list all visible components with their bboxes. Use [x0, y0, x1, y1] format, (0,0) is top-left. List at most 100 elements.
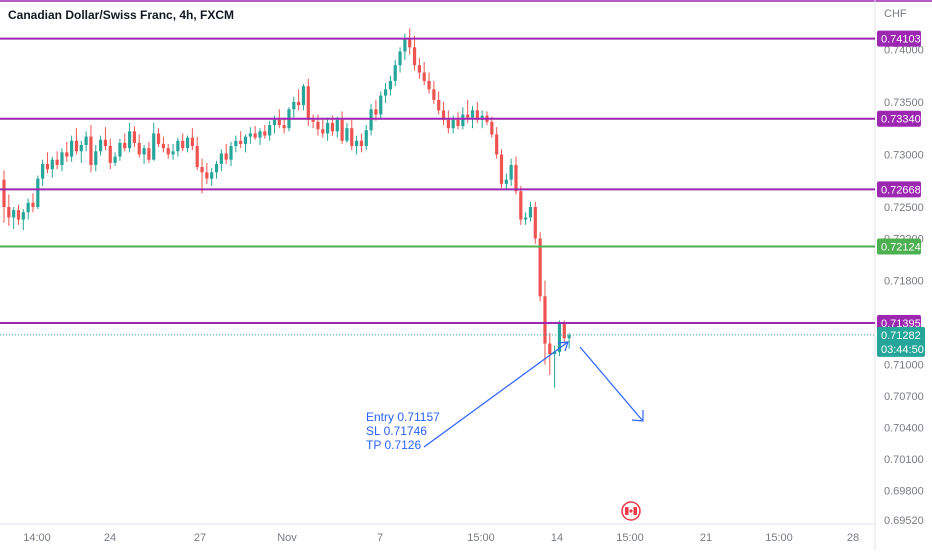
- svg-text:0.72124: 0.72124: [881, 241, 921, 253]
- level-price-label: 0.74103: [877, 30, 921, 47]
- candle: [176, 137, 180, 157]
- candle: [432, 80, 436, 105]
- level-price-label: 0.73340: [877, 110, 921, 127]
- candle: [268, 120, 272, 141]
- candle: [292, 96, 296, 118]
- candle: [538, 232, 542, 302]
- candle: [514, 156, 518, 195]
- x-tick-label: 21: [700, 532, 712, 544]
- candle: [229, 141, 233, 167]
- candle: [156, 128, 161, 148]
- candle: [195, 136, 199, 171]
- x-tick-label: 15:00: [765, 532, 793, 544]
- candle: [456, 112, 460, 130]
- candle: [383, 83, 388, 103]
- candle: [243, 134, 248, 153]
- candle: [108, 138, 112, 170]
- candle: [84, 131, 88, 152]
- candle: [301, 84, 306, 111]
- y-tick-label: 0.70100: [884, 454, 924, 466]
- candle: [441, 101, 446, 126]
- currency-label: CHF: [884, 8, 907, 20]
- candle: [74, 128, 79, 155]
- horizontal-levels: [0, 37, 875, 325]
- level-price-label: 0.72124: [877, 238, 921, 255]
- candle: [36, 175, 40, 210]
- x-tick-label: 15:00: [467, 532, 495, 544]
- x-tick-label: 7: [377, 532, 383, 544]
- candle: [214, 160, 219, 179]
- x-tick-label: 24: [104, 532, 116, 544]
- candle: [7, 194, 11, 226]
- target-arrow[interactable]: [579, 346, 644, 422]
- candle: [321, 119, 325, 138]
- candle: [113, 152, 117, 167]
- entry-arrow[interactable]: [423, 341, 569, 448]
- candle: [258, 128, 262, 145]
- candle: [475, 101, 479, 123]
- candle: [470, 106, 475, 129]
- candle: [89, 125, 93, 173]
- svg-text:0.74103: 0.74103: [881, 34, 921, 46]
- candle: [31, 193, 35, 213]
- candle: [335, 116, 339, 138]
- candle: [364, 125, 368, 151]
- candle: [70, 135, 74, 162]
- candle: [388, 75, 392, 96]
- candle: [519, 185, 523, 225]
- candle: [427, 72, 431, 94]
- candle: [499, 149, 504, 189]
- current-price-value: 0.71282: [881, 330, 921, 342]
- candle: [412, 35, 417, 71]
- candle: [60, 148, 64, 172]
- candle: [345, 122, 349, 143]
- candle: [374, 99, 378, 121]
- x-tick-label: 14:00: [23, 532, 51, 544]
- candle: [142, 145, 146, 164]
- candle: [2, 170, 6, 223]
- chart-title: Canadian Dollar/Swiss Franc, 4h, FXCM: [8, 8, 234, 22]
- candle: [248, 127, 252, 144]
- y-tick-label: 0.69800: [884, 486, 924, 498]
- annotation-entry: Entry 0.71157: [366, 410, 440, 424]
- candle: [495, 127, 499, 159]
- candle: [422, 62, 426, 86]
- candle: [94, 145, 98, 172]
- candle: [79, 140, 83, 163]
- candle: [393, 59, 397, 87]
- candle: [528, 201, 533, 222]
- candle: [490, 116, 494, 138]
- candle: [205, 162, 209, 184]
- candle: [132, 126, 137, 148]
- candle: [417, 57, 421, 79]
- y-tick-label: 0.72500: [884, 202, 924, 214]
- level-price-label: 0.72668: [877, 181, 921, 198]
- candle: [524, 212, 528, 225]
- candle: [398, 47, 402, 73]
- candle: [239, 131, 243, 149]
- current-price-label: 0.71282 03:44:50: [877, 326, 925, 357]
- x-axis[interactable]: 14:00 24 27 Nov 7 15:00 14 15:00 21 15:00 28: [23, 532, 859, 544]
- x-tick-label: 14: [551, 532, 563, 544]
- y-tick-label: 0.74000: [884, 44, 924, 56]
- y-tick-label: 0.69520: [884, 515, 924, 527]
- candle: [152, 122, 156, 161]
- candle: [557, 320, 562, 357]
- candle: [55, 151, 59, 170]
- candle: [379, 91, 383, 120]
- candle: [316, 114, 320, 136]
- canada-flag-icon[interactable]: [621, 501, 641, 521]
- candle: [326, 117, 330, 141]
- candle: [219, 149, 223, 172]
- candle: [311, 114, 315, 129]
- candle: [359, 133, 364, 153]
- candle: [147, 141, 151, 163]
- candle: [103, 127, 108, 151]
- candle: [234, 135, 238, 153]
- y-tick-label: 0.71000: [884, 360, 924, 372]
- svg-text:0.72668: 0.72668: [881, 184, 921, 196]
- candle: [123, 133, 127, 152]
- svg-text:0.73340: 0.73340: [881, 114, 921, 126]
